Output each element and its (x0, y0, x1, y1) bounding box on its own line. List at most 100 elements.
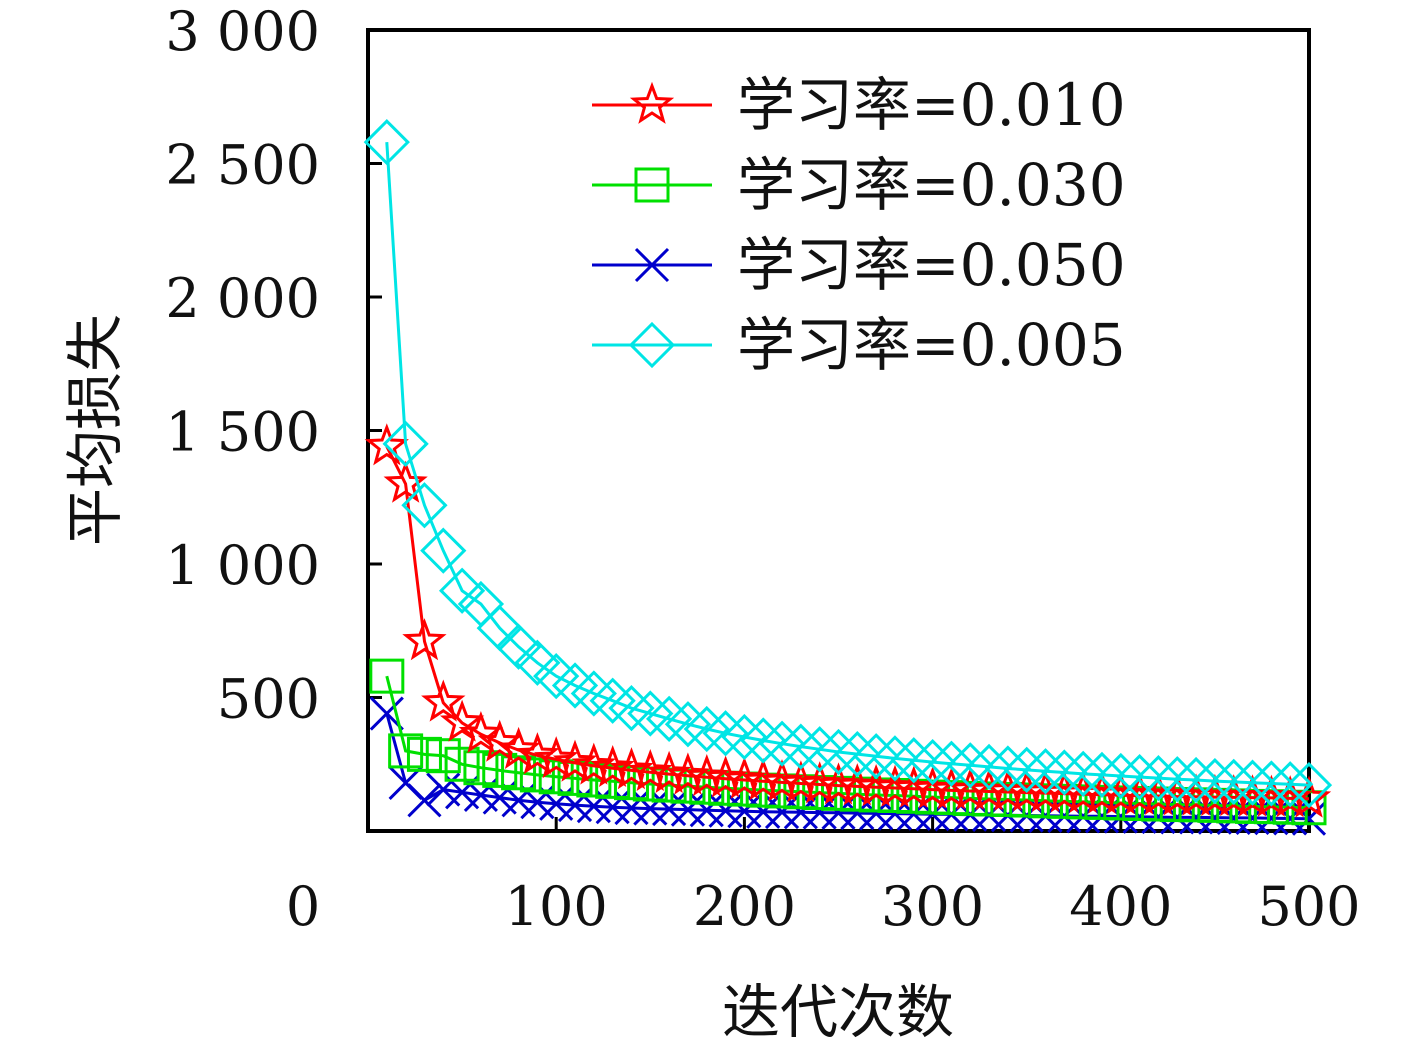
data-point (984, 745, 1032, 792)
data-point (1009, 782, 1045, 818)
x-axis-ticks: 100 200 300 400 500 (505, 817, 1361, 938)
data-point (1097, 752, 1144, 800)
data-point (482, 752, 518, 788)
legend-label: 学习率=0.050 (737, 231, 1126, 299)
data-point (947, 742, 994, 789)
data-point (1135, 755, 1182, 802)
data-point (463, 750, 499, 786)
data-point (1078, 751, 1126, 799)
y-tick-label: 3 000 (165, 0, 320, 63)
x-tick-label: 300 (881, 875, 984, 938)
y-tick-label: 500 (217, 668, 320, 731)
data-point (421, 679, 466, 722)
legend-item: 学习率=0.030 (592, 151, 1126, 219)
legend-label: 学习率=0.005 (737, 311, 1126, 379)
legend-marker (634, 247, 670, 283)
legend-label: 学习率=0.030 (737, 151, 1126, 219)
data-point (406, 736, 442, 772)
data-point (783, 795, 818, 830)
data-point (1003, 746, 1050, 793)
data-point (1285, 761, 1333, 809)
data-point (645, 695, 693, 742)
x-tick-label: 500 (1257, 875, 1360, 938)
data-point (438, 567, 486, 614)
data-point (425, 738, 461, 774)
data-point (383, 460, 428, 503)
data-point (990, 781, 1026, 817)
data-point (1229, 759, 1276, 806)
data-point (444, 746, 480, 782)
x-tick-label: 200 (693, 875, 796, 938)
data-point (1191, 757, 1239, 805)
legend-item: 学习率=0.005 (592, 311, 1126, 379)
data-point (608, 685, 655, 732)
legend-marker (628, 321, 676, 369)
data-point (627, 690, 674, 737)
data-point (664, 701, 712, 748)
data-point (1154, 756, 1201, 803)
data-point (1267, 761, 1314, 808)
legend-item: 学习率=0.010 (592, 71, 1126, 139)
y-tick-label: 2 500 (165, 134, 320, 197)
data-point (746, 794, 781, 829)
series-layer (363, 119, 1333, 836)
legend: 学习率=0.010 学习率=0.030 学习率=0.050 学习率=0.005 (592, 71, 1126, 379)
data-point (952, 780, 988, 816)
y-axis-ticks: 0 500 1 000 1 500 2 000 2 500 3 000 (165, 0, 382, 938)
legend-marker (634, 167, 670, 203)
data-point (514, 639, 561, 686)
data-point (519, 757, 555, 793)
x-tick-label: 400 (1069, 875, 1172, 938)
data-point (1248, 760, 1295, 807)
data-point (496, 726, 541, 769)
data-point (777, 723, 824, 770)
data-point (802, 795, 837, 830)
data-point (796, 726, 843, 773)
data-point (401, 482, 448, 529)
data-point (576, 762, 612, 798)
legend-label: 学习率=0.010 (737, 71, 1126, 139)
y-tick-label: 2 000 (165, 267, 320, 330)
data-point (871, 735, 919, 782)
data-point (933, 780, 969, 816)
data-point (363, 119, 410, 166)
data-point (1060, 750, 1107, 797)
data-point (909, 738, 956, 786)
data-point (758, 720, 806, 767)
data-point (1210, 758, 1257, 805)
data-point (702, 710, 749, 757)
data-point (764, 794, 800, 830)
data-point (439, 699, 485, 742)
data-point (407, 783, 442, 818)
data-point (420, 527, 467, 574)
data-point (382, 420, 429, 467)
data-point (364, 423, 409, 466)
x-tick-label: 100 (505, 875, 608, 938)
legend-item: 学习率=0.050 (592, 231, 1126, 299)
data-point (890, 737, 937, 784)
data-point (1116, 753, 1163, 801)
data-point (1172, 756, 1220, 804)
data-point (495, 623, 542, 670)
data-point (853, 733, 900, 780)
data-point (402, 618, 447, 661)
data-point (477, 719, 522, 762)
data-point (683, 705, 730, 753)
data-point (1022, 748, 1069, 795)
y-tick-label: 0 (286, 875, 320, 938)
y-tick-label: 1 500 (165, 401, 320, 464)
series-line (385, 445, 1310, 801)
data-point (369, 658, 405, 694)
data-point (515, 732, 560, 775)
data-point (965, 743, 1013, 791)
data-point (815, 728, 862, 776)
x-axis-title: 迭代次数 (722, 978, 954, 1042)
data-point (740, 717, 787, 764)
data-point (388, 733, 424, 769)
data-point (458, 711, 504, 754)
data-point (928, 740, 975, 787)
data-point (1041, 749, 1088, 796)
legend-marker (629, 81, 675, 124)
data-point (971, 781, 1007, 817)
